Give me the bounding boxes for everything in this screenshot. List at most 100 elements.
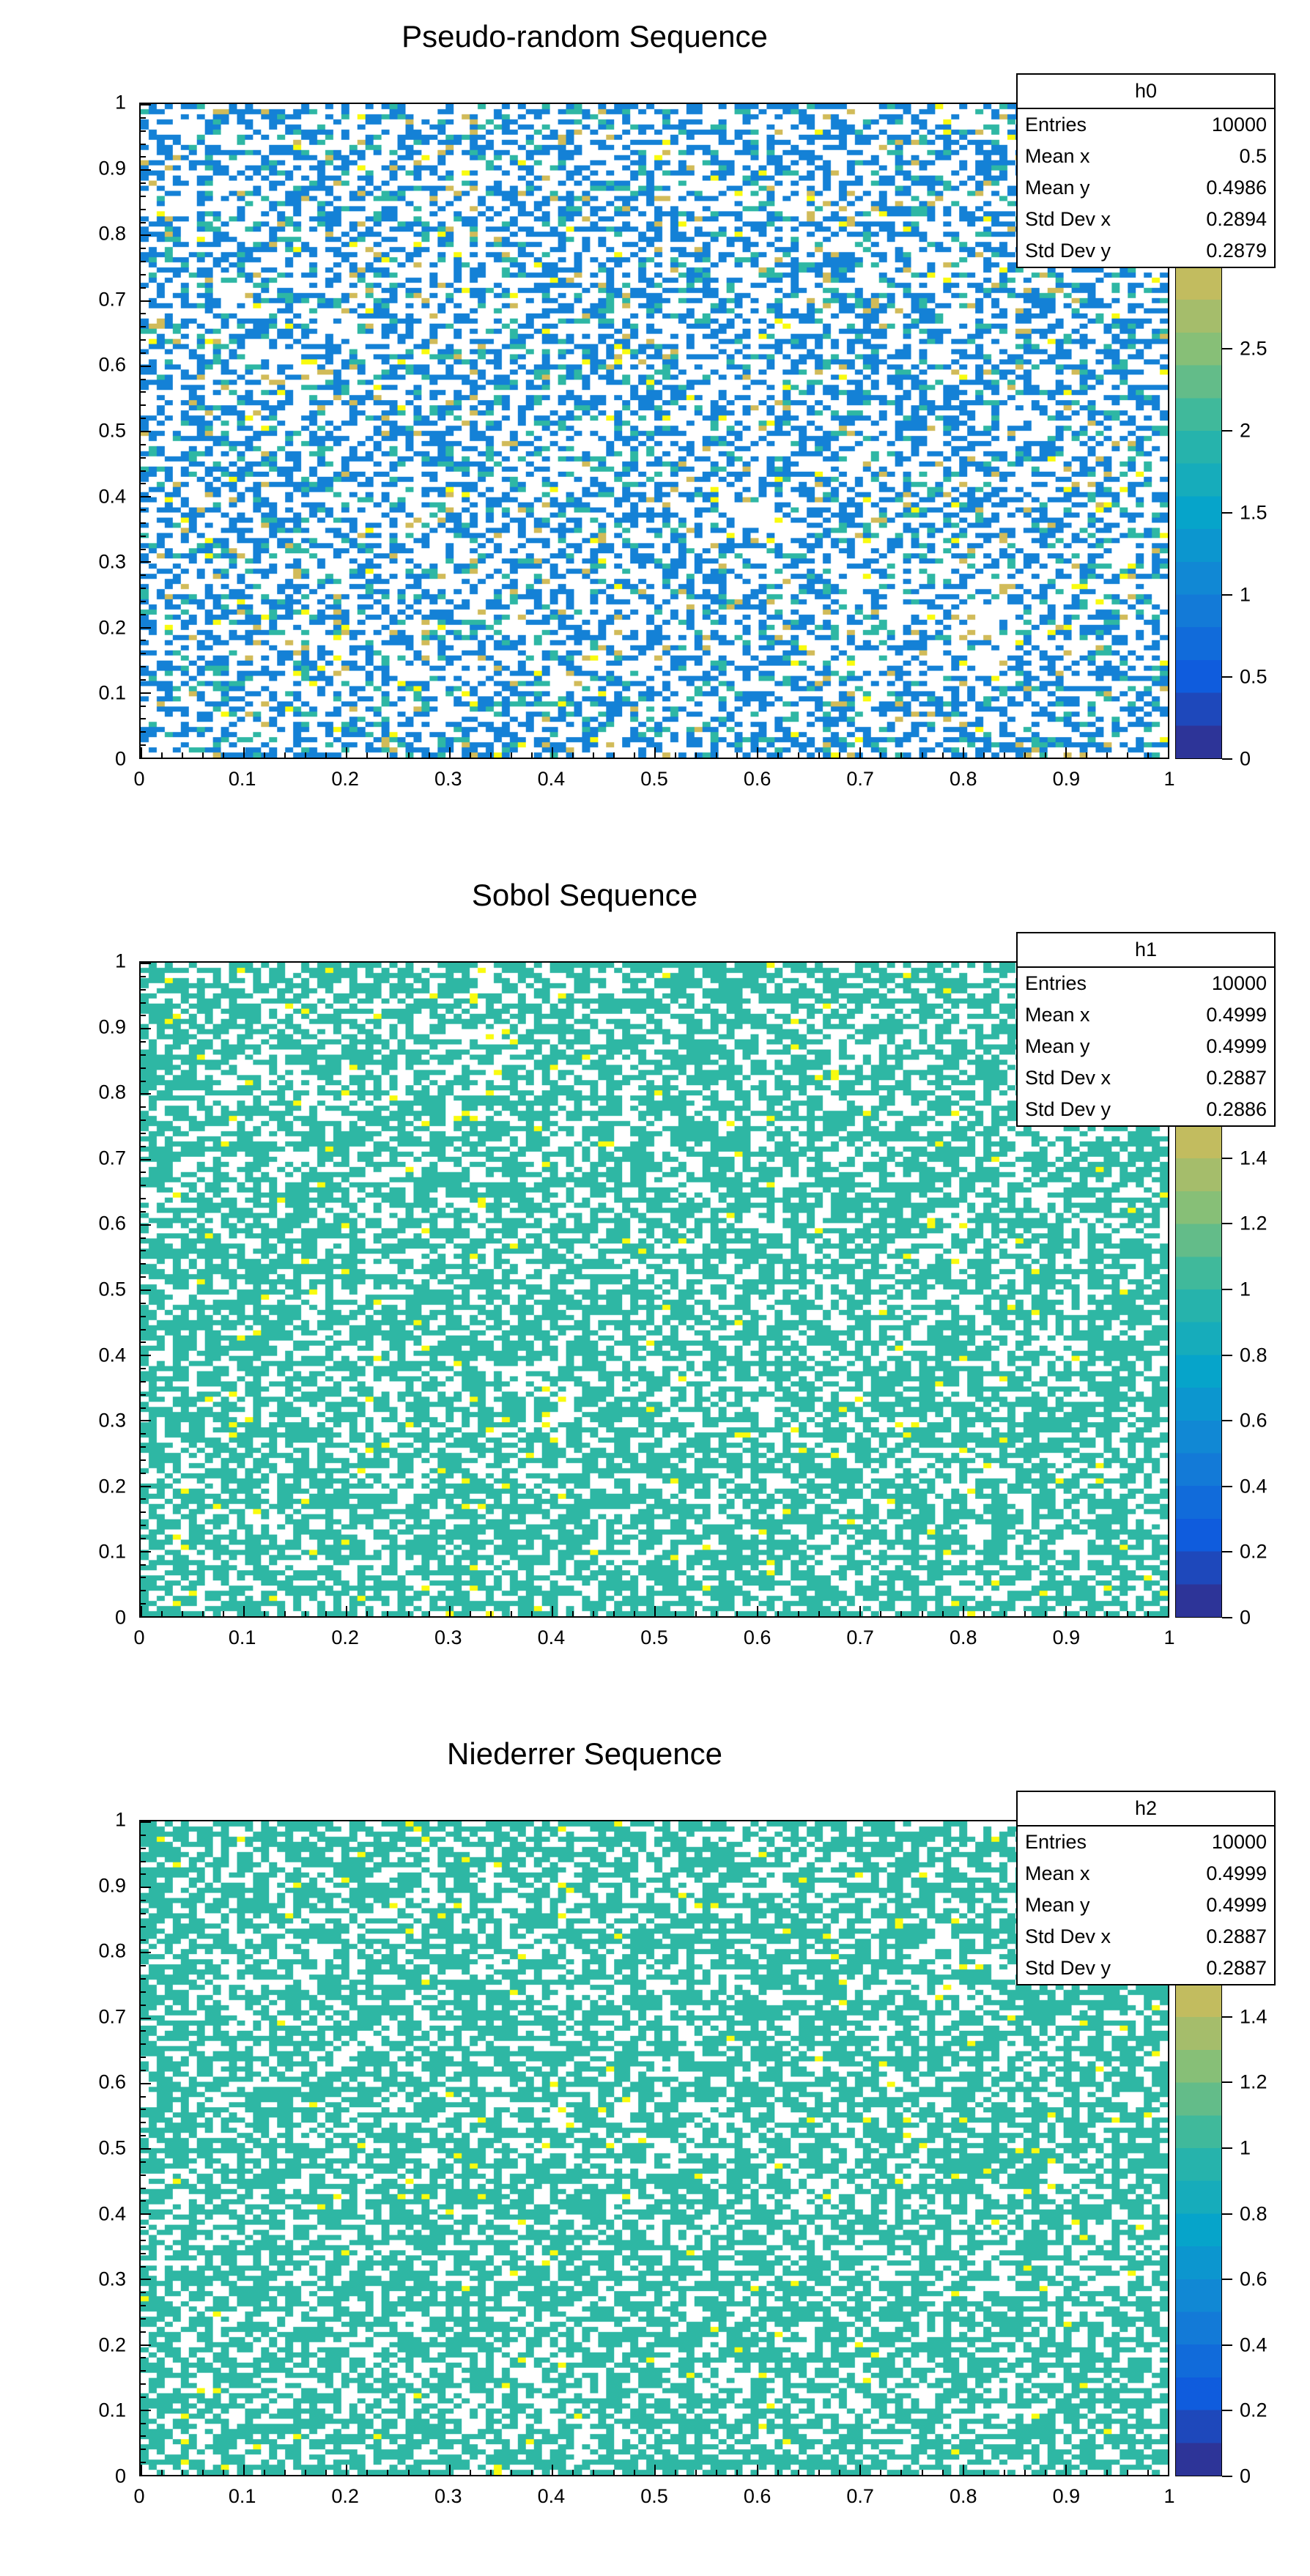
x-major-tick [448, 747, 451, 758]
x-minor-tick [982, 2470, 985, 2475]
y-minor-tick [141, 2265, 146, 2268]
x-minor-tick [469, 2470, 471, 2475]
stats-value: 10000 [1211, 972, 1267, 994]
x-minor-tick [798, 1611, 800, 1616]
y-major-tick [141, 1093, 151, 1095]
y-tick-label: 0.4 [98, 1344, 126, 1366]
stats-value: 0.4999 [1206, 1862, 1267, 1884]
stats-label: Mean y [1025, 1035, 1090, 1057]
x-major-tick [551, 2465, 553, 2475]
colorbar-tick [1222, 1289, 1232, 1290]
y-minor-tick [141, 1459, 146, 1461]
y-tick-label: 0.3 [98, 1409, 126, 1432]
plot-frame [139, 961, 1169, 1618]
y-tick-label: 0.6 [98, 1212, 126, 1235]
y-tick-label: 1 [114, 950, 126, 972]
x-minor-tick [1003, 2470, 1005, 2475]
x-minor-tick [1044, 2470, 1046, 2475]
stats-value: 0.2894 [1206, 208, 1267, 230]
x-minor-tick [900, 2470, 903, 2475]
x-minor-tick [182, 2470, 184, 2475]
y-major-tick [141, 1028, 151, 1030]
stats-value: 0.4999 [1206, 1894, 1267, 1916]
colorbar-tick [1222, 1354, 1232, 1356]
x-minor-tick [736, 752, 739, 758]
x-minor-tick [818, 2470, 821, 2475]
y-minor-tick [141, 483, 146, 485]
y-axis-labels: 0 0.1 0.2 0.3 0.4 0.5 0.6 0.7 0.8 0.9 1 [0, 1809, 126, 2487]
x-major-tick [962, 1606, 964, 1616]
y-major-tick [141, 1821, 151, 1823]
stats-value: 0.4986 [1206, 177, 1267, 199]
x-minor-tick [161, 1611, 163, 1616]
x-minor-tick [284, 2470, 286, 2475]
x-tick-label: 0.5 [640, 2485, 668, 2507]
x-minor-tick [675, 2470, 677, 2475]
x-tick-label: 0.6 [743, 2485, 771, 2507]
y-tick-label: 0 [114, 747, 126, 770]
y-minor-tick [141, 261, 146, 263]
x-minor-tick [900, 752, 903, 758]
stats-label: Mean x [1025, 145, 1090, 167]
colorbar-tick-label: 1 [1240, 583, 1251, 606]
x-minor-tick [530, 1611, 533, 1616]
heatmap-canvas [141, 1821, 1168, 2475]
y-minor-tick [141, 1250, 146, 1252]
x-minor-tick [1085, 752, 1087, 758]
x-minor-tick [325, 2470, 328, 2475]
x-tick-label: 0.9 [1052, 2485, 1081, 2507]
x-minor-tick [592, 1611, 594, 1616]
colorbar-tick [1222, 2279, 1232, 2281]
x-major-tick [243, 1606, 245, 1616]
colorbar-tick-label: 0.4 [1240, 2333, 1268, 2356]
y-major-tick [141, 2344, 151, 2346]
x-minor-tick [305, 1611, 307, 1616]
y-minor-tick [141, 1341, 146, 1344]
y-major-tick [141, 1952, 151, 1954]
y-tick-label: 0.2 [98, 1475, 126, 1498]
chart-pad-pseudo-random: Pseudo-random Sequence 0 0.1 0.2 0.3 0.4 0.5 0… [0, 0, 1310, 859]
y-minor-tick [141, 613, 146, 615]
x-minor-tick [223, 2470, 225, 2475]
y-minor-tick [141, 248, 146, 250]
y-minor-tick [141, 678, 146, 681]
x-tick-label: 0.2 [331, 1626, 359, 1648]
x-minor-tick [366, 1611, 369, 1616]
x-minor-tick [675, 1611, 677, 1616]
y-minor-tick [141, 1446, 146, 1448]
colorbar-tick-label: 0.2 [1240, 2399, 1268, 2421]
y-minor-tick [141, 2331, 146, 2333]
y-minor-tick [141, 2370, 146, 2372]
chart-title: Sobol Sequence [471, 878, 698, 912]
x-major-tick [1168, 1606, 1169, 1616]
x-minor-tick [1003, 1611, 1005, 1616]
x-tick-label: 0.3 [434, 1626, 462, 1648]
colorbar-tick-label: 1 [1240, 1278, 1251, 1300]
y-minor-tick [141, 1590, 146, 1592]
y-minor-tick [141, 1537, 146, 1539]
y-minor-tick [141, 1041, 146, 1043]
x-minor-tick [530, 2470, 533, 2475]
y-minor-tick [141, 2383, 146, 2386]
stats-title: h2 [1018, 1792, 1274, 1826]
stats-row: Mean x 0.4999 [1018, 999, 1274, 1031]
x-minor-tick [387, 1611, 389, 1616]
x-minor-tick [161, 752, 163, 758]
x-minor-tick [489, 1611, 492, 1616]
x-major-tick [1065, 747, 1067, 758]
colorbar-tick-label: 0.2 [1240, 1540, 1268, 1563]
y-major-tick [141, 104, 151, 106]
x-minor-tick [1106, 2470, 1108, 2475]
y-minor-tick [141, 1511, 146, 1514]
x-minor-tick [633, 752, 635, 758]
x-minor-tick [839, 1611, 841, 1616]
y-minor-tick [141, 221, 146, 223]
x-minor-tick [325, 1611, 328, 1616]
x-tick-label: 0.1 [228, 2485, 256, 2507]
x-axis-labels: 0 0.1 0.2 0.3 0.4 0.5 0.6 0.7 0.8 0.9 1 [133, 768, 1174, 793]
y-minor-tick [141, 2317, 146, 2320]
y-major-tick [141, 2017, 151, 2019]
y-minor-tick [141, 286, 146, 289]
y-tick-label: 0.2 [98, 2333, 126, 2356]
y-tick-label: 0.4 [98, 485, 126, 508]
